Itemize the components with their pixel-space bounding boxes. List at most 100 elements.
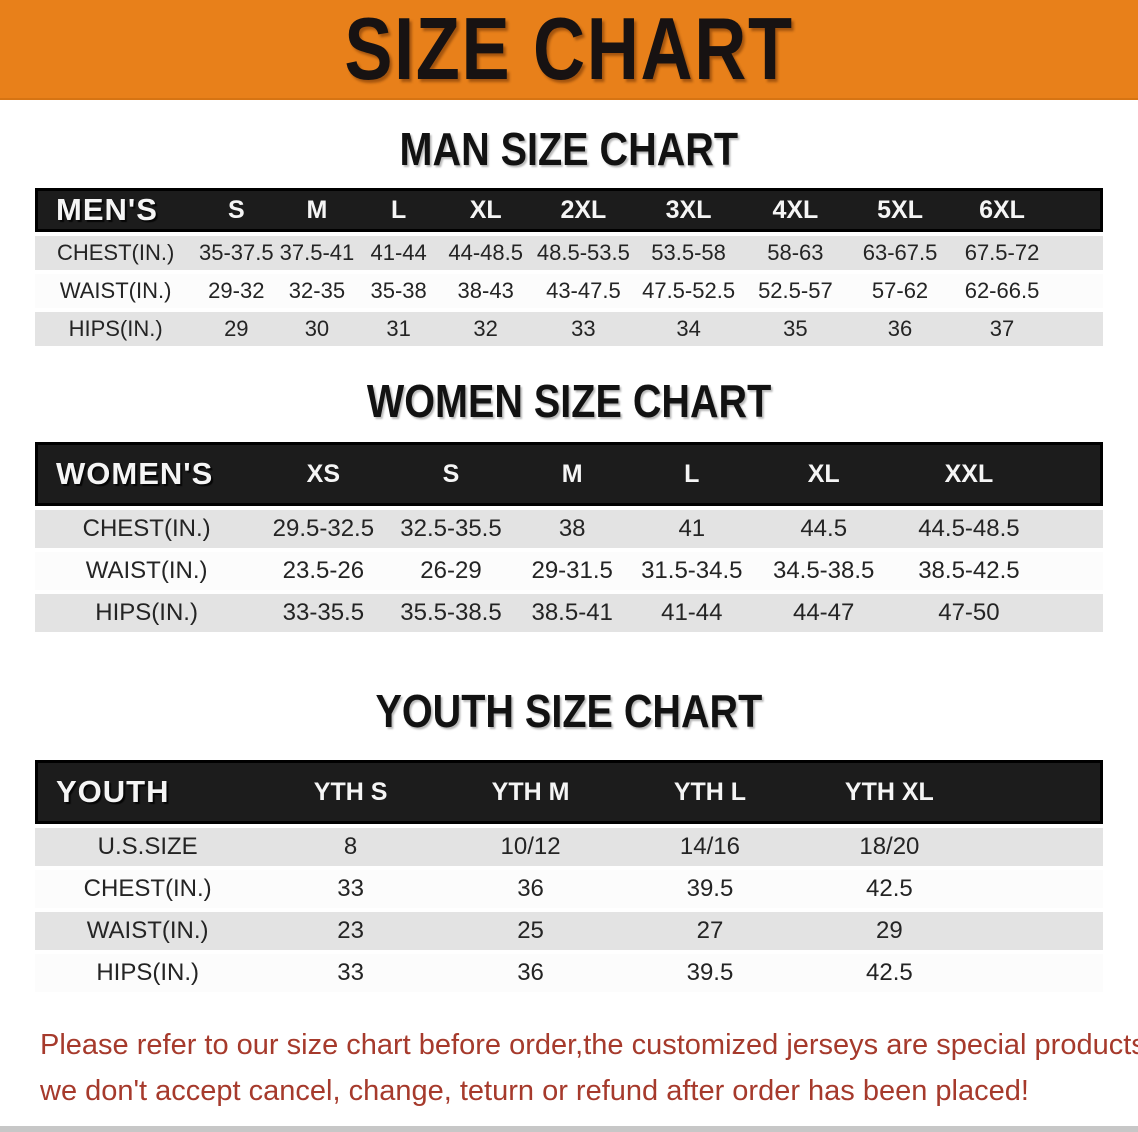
- size-value-cell: 29.5-32.5: [258, 510, 389, 548]
- spacer-cell: [979, 954, 1103, 992]
- spacer-cell: [979, 760, 1103, 824]
- womens-hips-row: HIPS(IN.) 33-35.5 35.5-38.5 38.5-41 41-4…: [35, 594, 1103, 632]
- size-value-cell: 10/12: [440, 828, 621, 866]
- size-header-cell: 4XL: [741, 188, 849, 232]
- row-label-cell: WAIST(IN.): [35, 552, 259, 590]
- size-value-cell: 47.5-52.5: [635, 274, 742, 308]
- spacer-cell: [1043, 442, 1103, 506]
- bottom-edge-bar: [0, 1126, 1138, 1132]
- row-label-cell: U.S.SIZE: [35, 828, 261, 866]
- size-value-cell: 38-43: [439, 274, 532, 308]
- size-header-cell: XL: [439, 188, 532, 232]
- mens-size-table: MEN'S S M L XL 2XL 3XL 4XL 5XL 6XL CHEST…: [35, 184, 1103, 350]
- size-value-cell: 36: [440, 954, 621, 992]
- mens-chest-row: CHEST(IN.) 35-37.5 37.5-41 41-44 44-48.5…: [35, 236, 1103, 270]
- size-value-cell: 31: [357, 312, 440, 346]
- size-value-cell: 37.5-41: [276, 236, 358, 270]
- youth-ussize-row: U.S.SIZE 8 10/12 14/16 18/20: [35, 828, 1103, 866]
- row-label-cell: CHEST(IN.): [35, 236, 197, 270]
- size-value-cell: 58-63: [741, 236, 849, 270]
- size-value-cell: 35-37.5: [196, 236, 277, 270]
- man-heading-text: MAN SIZE CHART: [399, 123, 739, 175]
- size-value-cell: 29: [196, 312, 277, 346]
- mens-hips-row: HIPS(IN.) 29 30 31 32 33 34 35 36 37: [35, 312, 1103, 346]
- size-value-cell: 26-29: [388, 552, 514, 590]
- womens-table-title: WOMEN'S: [35, 442, 259, 506]
- size-value-cell: 32-35: [276, 274, 358, 308]
- spacer-cell: [1043, 594, 1103, 632]
- notice-line-2: we don't accept cancel, change, teturn o…: [40, 1075, 1029, 1107]
- womens-header-row: WOMEN'S XS S M L XL XXL: [35, 442, 1103, 506]
- banner-title: SIZE CHART: [344, 0, 794, 98]
- mens-header-row: MEN'S S M L XL 2XL 3XL 4XL 5XL 6XL: [35, 188, 1103, 232]
- size-value-cell: 23.5-26: [258, 552, 389, 590]
- size-value-cell: 36: [848, 312, 952, 346]
- spacer-cell: [979, 870, 1103, 908]
- size-value-cell: 29-31.5: [513, 552, 631, 590]
- size-value-cell: 44.5-48.5: [894, 510, 1044, 548]
- size-header-cell: L: [630, 442, 753, 506]
- size-header-cell: 2XL: [531, 188, 636, 232]
- youth-size-table: YOUTH YTH S YTH M YTH L YTH XL U.S.SIZE …: [35, 756, 1103, 996]
- youth-heading-text: YOUTH SIZE CHART: [375, 685, 763, 737]
- row-label-cell: WAIST(IN.): [35, 274, 197, 308]
- row-label-cell: WAIST(IN.): [35, 912, 261, 950]
- womens-waist-row: WAIST(IN.) 23.5-26 26-29 29-31.5 31.5-34…: [35, 552, 1103, 590]
- spacer-cell: [979, 912, 1103, 950]
- youth-table-title: YOUTH: [35, 760, 261, 824]
- spacer-cell: [1052, 236, 1103, 270]
- size-value-cell: 38.5-42.5: [894, 552, 1044, 590]
- size-value-cell: 41: [630, 510, 753, 548]
- size-value-cell: 27: [620, 912, 800, 950]
- size-value-cell: 23: [260, 912, 441, 950]
- women-heading-text: WOMEN SIZE CHART: [366, 375, 772, 427]
- size-value-cell: 53.5-58: [635, 236, 742, 270]
- size-value-cell: 42.5: [799, 870, 980, 908]
- size-value-cell: 29-32: [196, 274, 277, 308]
- size-value-cell: 35.5-38.5: [388, 594, 514, 632]
- row-label-cell: HIPS(IN.): [35, 594, 259, 632]
- youth-header-row: YOUTH YTH S YTH M YTH L YTH XL: [35, 760, 1103, 824]
- size-value-cell: 44-48.5: [439, 236, 532, 270]
- size-value-cell: 18/20: [799, 828, 980, 866]
- youth-chest-row: CHEST(IN.) 33 36 39.5 42.5: [35, 870, 1103, 908]
- size-header-cell: 6XL: [951, 188, 1053, 232]
- spacer-cell: [1043, 510, 1103, 548]
- size-header-cell: S: [388, 442, 514, 506]
- size-value-cell: 42.5: [799, 954, 980, 992]
- size-value-cell: 48.5-53.5: [531, 236, 636, 270]
- man-section-heading: MAN SIZE CHART: [0, 126, 1138, 172]
- row-label-cell: CHEST(IN.): [35, 870, 261, 908]
- size-value-cell: 25: [440, 912, 621, 950]
- size-value-cell: 35-38: [357, 274, 440, 308]
- size-value-cell: 39.5: [620, 954, 800, 992]
- size-header-cell: XS: [258, 442, 389, 506]
- womens-size-table: WOMEN'S XS S M L XL XXL CHEST(IN.) 29.5-…: [35, 438, 1103, 636]
- size-value-cell: 44-47: [752, 594, 895, 632]
- order-notice: Please refer to our size chart before or…: [40, 1022, 1138, 1114]
- size-value-cell: 36: [440, 870, 621, 908]
- row-label-cell: HIPS(IN.): [35, 312, 197, 346]
- size-value-cell: 41-44: [357, 236, 440, 270]
- row-label-cell: HIPS(IN.): [35, 954, 261, 992]
- size-value-cell: 35: [741, 312, 849, 346]
- size-value-cell: 33-35.5: [258, 594, 389, 632]
- size-value-cell: 38.5-41: [513, 594, 631, 632]
- size-value-cell: 62-66.5: [951, 274, 1053, 308]
- size-value-cell: 33: [531, 312, 636, 346]
- size-value-cell: 57-62: [848, 274, 952, 308]
- size-value-cell: 8: [260, 828, 441, 866]
- size-chart-banner: SIZE CHART: [0, 0, 1138, 100]
- women-section-heading: WOMEN SIZE CHART: [0, 378, 1138, 424]
- size-header-cell: M: [276, 188, 358, 232]
- size-header-cell: YTH S: [260, 760, 441, 824]
- size-value-cell: 63-67.5: [848, 236, 952, 270]
- size-value-cell: 43-47.5: [531, 274, 636, 308]
- youth-hips-row: HIPS(IN.) 33 36 39.5 42.5: [35, 954, 1103, 992]
- size-value-cell: 39.5: [620, 870, 800, 908]
- size-value-cell: 32: [439, 312, 532, 346]
- size-value-cell: 33: [260, 954, 441, 992]
- size-value-cell: 31.5-34.5: [630, 552, 753, 590]
- spacer-cell: [1043, 552, 1103, 590]
- size-value-cell: 38: [513, 510, 631, 548]
